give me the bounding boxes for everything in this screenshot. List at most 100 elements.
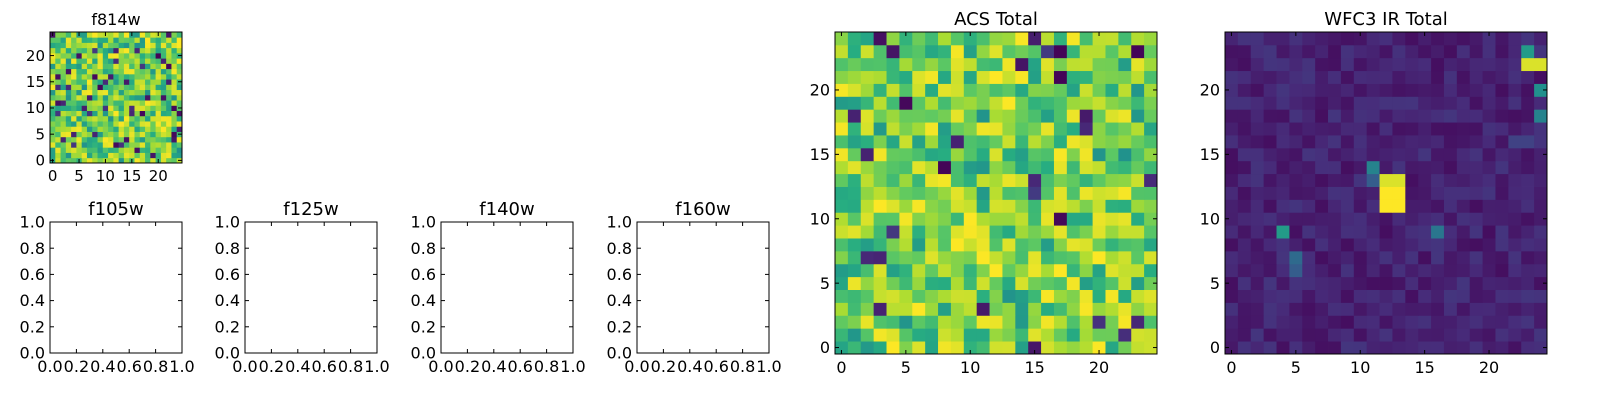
heatmap-cell bbox=[1028, 173, 1042, 187]
heatmap-cell bbox=[912, 135, 926, 149]
heatmap-cell bbox=[60, 100, 67, 106]
heatmap-cell bbox=[145, 84, 151, 91]
heatmap-cell bbox=[102, 100, 109, 106]
heatmap-cell bbox=[1053, 328, 1068, 342]
heatmap-cell bbox=[1131, 147, 1145, 162]
heatmap-cell bbox=[81, 47, 88, 54]
heatmap-cell bbox=[938, 160, 952, 175]
heatmap-cell bbox=[1105, 263, 1119, 278]
heatmap-cell bbox=[97, 68, 104, 75]
heatmap-cell bbox=[1495, 160, 1509, 175]
heatmap-cell bbox=[123, 68, 130, 75]
heatmap-cell bbox=[65, 52, 72, 59]
heatmap-cell bbox=[1105, 44, 1119, 59]
heatmap-cell bbox=[847, 57, 862, 72]
heatmap-cell bbox=[976, 57, 990, 72]
heatmap-cell bbox=[1002, 122, 1016, 136]
heatmap-cell bbox=[1495, 96, 1509, 110]
heatmap-cell bbox=[1250, 238, 1265, 252]
heatmap-cell bbox=[150, 84, 156, 91]
heatmap-cell bbox=[1431, 212, 1445, 226]
heatmap-cell bbox=[1443, 109, 1458, 123]
heatmap-cell bbox=[1456, 122, 1471, 136]
x-tick-label: 0.0 bbox=[428, 357, 453, 376]
heatmap-cell bbox=[912, 96, 926, 110]
heatmap-cell bbox=[92, 94, 98, 101]
heatmap-cell bbox=[150, 110, 156, 117]
heatmap-cell bbox=[50, 126, 56, 132]
heatmap-cell bbox=[1340, 225, 1355, 239]
heatmap-cell bbox=[1521, 315, 1535, 329]
heatmap-cell bbox=[1250, 250, 1265, 265]
heatmap-cell bbox=[1405, 83, 1419, 97]
heatmap-cell bbox=[963, 341, 978, 355]
heatmap-cell bbox=[976, 302, 990, 316]
heatmap-cell bbox=[50, 63, 56, 70]
heatmap-cell bbox=[86, 126, 93, 132]
heatmap-cell bbox=[50, 147, 56, 153]
heatmap-cell bbox=[899, 250, 913, 265]
heatmap-cell bbox=[912, 225, 926, 239]
heatmap-cell bbox=[97, 142, 104, 148]
heatmap-cell bbox=[92, 32, 98, 38]
y-tick-label: 0.2 bbox=[607, 317, 632, 336]
heatmap-cell bbox=[1118, 135, 1132, 149]
heatmap-cell bbox=[97, 121, 104, 127]
heatmap-cell bbox=[912, 263, 926, 278]
heatmap-cell bbox=[60, 37, 67, 43]
heatmap-cell bbox=[1392, 250, 1406, 265]
heatmap-cell bbox=[886, 289, 900, 303]
heatmap-cell bbox=[150, 94, 156, 101]
heatmap-cell bbox=[1379, 57, 1393, 72]
heatmap-cell bbox=[1131, 263, 1145, 278]
heatmap-cell bbox=[160, 79, 167, 85]
heatmap-cell bbox=[899, 44, 913, 59]
heatmap-cell bbox=[1456, 109, 1471, 123]
heatmap-cell bbox=[102, 94, 109, 101]
heatmap-cell bbox=[129, 115, 135, 122]
heatmap-cell bbox=[171, 110, 178, 117]
heatmap-cell bbox=[873, 122, 887, 136]
heatmap-cell bbox=[847, 328, 862, 342]
heatmap-cell bbox=[1508, 250, 1522, 265]
heatmap-cell bbox=[60, 131, 67, 138]
heatmap-cell bbox=[1534, 315, 1548, 329]
heatmap-cell bbox=[171, 32, 178, 38]
heatmap-cell bbox=[1276, 122, 1290, 136]
heatmap-cell bbox=[129, 52, 135, 59]
x-tick-label: 15 bbox=[1414, 358, 1434, 377]
heatmap-cell bbox=[1456, 57, 1471, 72]
heatmap-cell bbox=[989, 328, 1003, 342]
heatmap-cell bbox=[1002, 263, 1016, 278]
heatmap-cell bbox=[1302, 57, 1316, 72]
heatmap-cell bbox=[912, 302, 926, 316]
heatmap-cell bbox=[1276, 250, 1290, 265]
heatmap-cell bbox=[835, 109, 849, 123]
heatmap-cell bbox=[160, 84, 167, 91]
heatmap-cell bbox=[150, 52, 156, 59]
heatmap-cell bbox=[60, 63, 67, 70]
heatmap-cell bbox=[1340, 147, 1355, 162]
heatmap-cell bbox=[886, 263, 900, 278]
heatmap-cell bbox=[1418, 83, 1432, 97]
heatmap-cell bbox=[1250, 122, 1265, 136]
heatmap-cell bbox=[108, 47, 114, 54]
x-tick-label: 1.0 bbox=[756, 357, 781, 376]
heatmap-cell bbox=[139, 58, 146, 64]
y-tick-label: 0.6 bbox=[20, 265, 45, 284]
heatmap-cell bbox=[134, 136, 141, 143]
heatmap-cell bbox=[1276, 147, 1290, 162]
heatmap-cell bbox=[134, 84, 141, 91]
heatmap-cell bbox=[1315, 186, 1329, 200]
heatmap-cell bbox=[166, 47, 172, 54]
heatmap-cell bbox=[160, 136, 167, 143]
heatmap-cell bbox=[1225, 315, 1239, 329]
heatmap-cell bbox=[1521, 250, 1535, 265]
heatmap-cell bbox=[912, 328, 926, 342]
heatmap-cell bbox=[129, 136, 135, 143]
heatmap-cell bbox=[1237, 315, 1252, 329]
heatmap-cell bbox=[1353, 57, 1368, 72]
heatmap-cell bbox=[925, 250, 939, 265]
heatmap-cell bbox=[1289, 32, 1303, 46]
heatmap-cell bbox=[1443, 57, 1458, 72]
